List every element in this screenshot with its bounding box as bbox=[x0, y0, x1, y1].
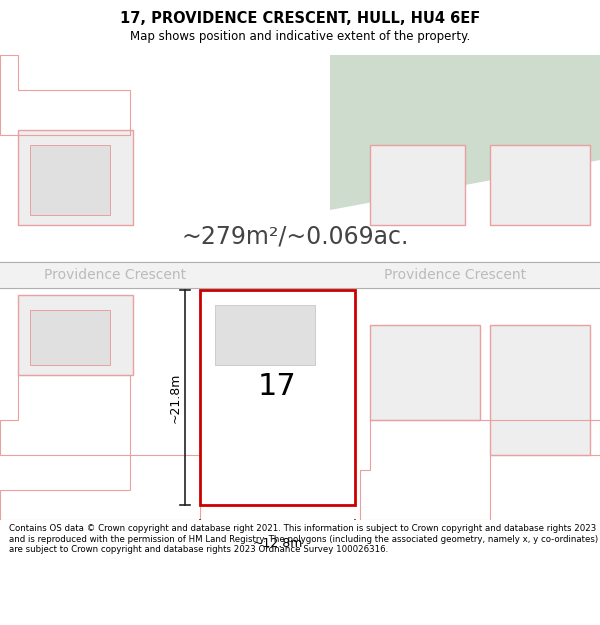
Bar bbox=[490, 145, 590, 225]
Text: ~279m²/~0.069ac.: ~279m²/~0.069ac. bbox=[181, 224, 409, 248]
Bar bbox=[18, 130, 133, 225]
Polygon shape bbox=[330, 55, 600, 210]
Text: Providence Crescent: Providence Crescent bbox=[384, 268, 526, 282]
Text: 17: 17 bbox=[258, 372, 297, 401]
Bar bbox=[30, 145, 110, 215]
Bar bbox=[30, 310, 110, 365]
Bar bbox=[370, 145, 465, 225]
Text: Contains OS data © Crown copyright and database right 2021. This information is : Contains OS data © Crown copyright and d… bbox=[9, 524, 598, 554]
Bar bbox=[18, 295, 133, 375]
Bar bbox=[490, 325, 590, 455]
Bar bbox=[200, 290, 355, 505]
Text: ~21.8m: ~21.8m bbox=[169, 372, 182, 423]
Text: ~12.8m: ~12.8m bbox=[253, 537, 302, 550]
Text: Providence Crescent: Providence Crescent bbox=[44, 268, 186, 282]
Text: 17, PROVIDENCE CRESCENT, HULL, HU4 6EF: 17, PROVIDENCE CRESCENT, HULL, HU4 6EF bbox=[120, 11, 480, 26]
Bar bbox=[215, 305, 315, 365]
Text: Map shows position and indicative extent of the property.: Map shows position and indicative extent… bbox=[130, 30, 470, 43]
Bar bbox=[370, 325, 480, 420]
